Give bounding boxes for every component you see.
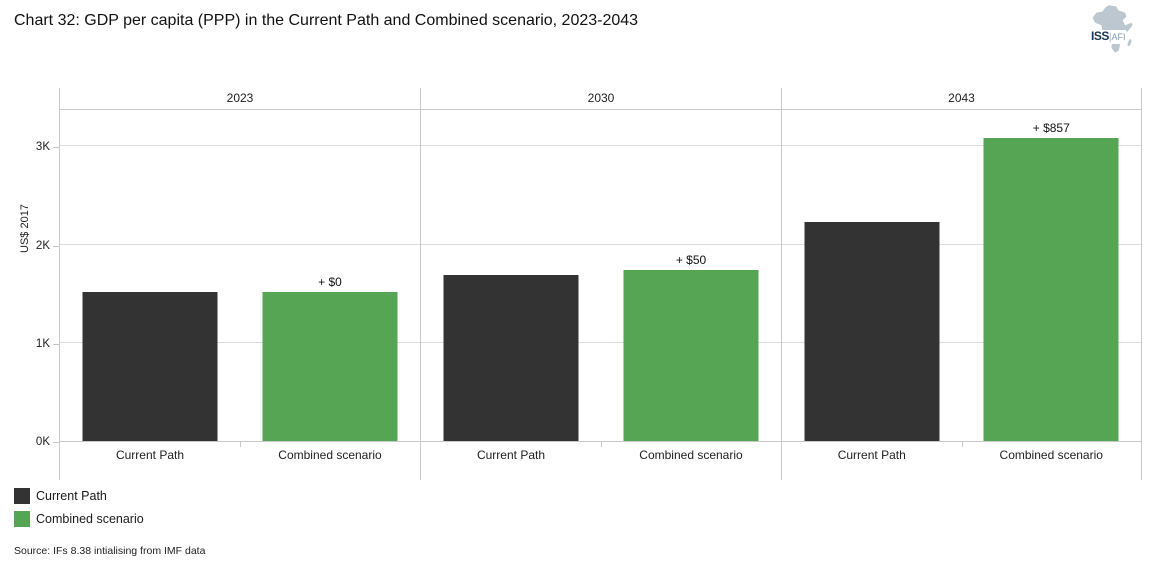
category-label: Current Path	[837, 448, 906, 462]
y-tick-mark	[53, 343, 59, 345]
legend-swatch	[14, 488, 30, 504]
bar-current-path	[82, 292, 218, 441]
legend-item: Current Path	[14, 488, 144, 504]
y-tick-mark	[53, 147, 59, 149]
gridline	[60, 243, 420, 245]
legend-item: Combined scenario	[14, 511, 144, 527]
gridline	[782, 243, 1141, 245]
bar-combined-scenario	[623, 270, 759, 441]
bar-annotation: + $0	[318, 275, 342, 290]
bar-slot: + $857	[962, 110, 1142, 441]
panel-plot-area: + $0	[60, 110, 420, 442]
panel-year-label: 2030	[421, 88, 781, 110]
bar-slot: + $0	[240, 110, 420, 441]
category-tick-mark	[601, 442, 602, 447]
legend: Current Path Combined scenario	[14, 488, 144, 534]
legend-label: Combined scenario	[36, 512, 144, 526]
logo-text-afi: AFI	[1111, 32, 1126, 42]
panel-year-label: 2043	[782, 88, 1141, 110]
bar-combined-scenario	[262, 292, 398, 441]
gridline	[421, 243, 781, 245]
gridline	[782, 341, 1141, 343]
y-tick-label: 0K	[35, 436, 50, 448]
panel-plot-area: + $50	[421, 110, 781, 442]
gridline	[421, 145, 781, 147]
gridline	[60, 145, 420, 147]
y-tick-label: 1K	[35, 337, 50, 350]
category-label: Combined scenario	[999, 448, 1103, 462]
bar-slot	[60, 110, 240, 441]
category-label: Combined scenario	[278, 448, 382, 462]
panel-plot-area: + $857	[782, 110, 1141, 442]
y-tick-label: 3K	[35, 141, 50, 154]
logo-text-iss: ISS	[1091, 29, 1109, 43]
legend-swatch	[14, 511, 30, 527]
bar-slot: + $50	[601, 110, 781, 441]
bar-combined-scenario	[983, 137, 1119, 441]
year-panel: 2043 + $857 Current Path Combined scenar…	[781, 88, 1142, 480]
category-label: Combined scenario	[639, 448, 743, 462]
page-title: Chart 32: GDP per capita (PPP) in the Cu…	[14, 12, 639, 29]
iss-afi-logo: ISS|AFI	[1086, 4, 1138, 54]
bar-current-path	[804, 222, 940, 441]
panel-year-label: 2023	[60, 88, 420, 110]
category-label: Current Path	[476, 448, 546, 462]
bar-slot	[782, 110, 962, 441]
category-axis: Current Path Combined scenario	[782, 442, 1141, 479]
bar-annotation: + $50	[675, 253, 707, 268]
gridline	[782, 145, 1141, 147]
y-tick-label: 2K	[35, 239, 50, 252]
category-label: Current Path	[115, 448, 185, 462]
category-tick-mark	[961, 442, 963, 447]
bar-slot	[421, 110, 601, 441]
logo-text-separator: |	[1108, 32, 1112, 43]
category-axis: Current Path Combined scenario	[60, 442, 420, 479]
y-tick-mark	[53, 245, 59, 247]
year-panel: 2023 + $0 Current Path Combined scenario	[59, 88, 420, 480]
y-tick-mark	[53, 442, 59, 443]
category-axis: Current Path Combined scenario	[421, 442, 781, 479]
logo-text: ISS|AFI	[1090, 29, 1127, 44]
category-tick-mark	[240, 442, 241, 447]
bar-annotation: + $857	[1032, 120, 1070, 135]
year-panel: 2030 + $50 Current Path Combined scenari…	[420, 88, 781, 480]
panels: 2023 + $0 Current Path Combined scenario…	[59, 88, 1142, 480]
bar-current-path	[443, 275, 579, 441]
gridline	[421, 341, 781, 343]
source-note: Source: IFs 8.38 intialising from IMF da…	[14, 545, 206, 557]
legend-label: Current Path	[36, 489, 107, 503]
gridline	[60, 341, 420, 343]
